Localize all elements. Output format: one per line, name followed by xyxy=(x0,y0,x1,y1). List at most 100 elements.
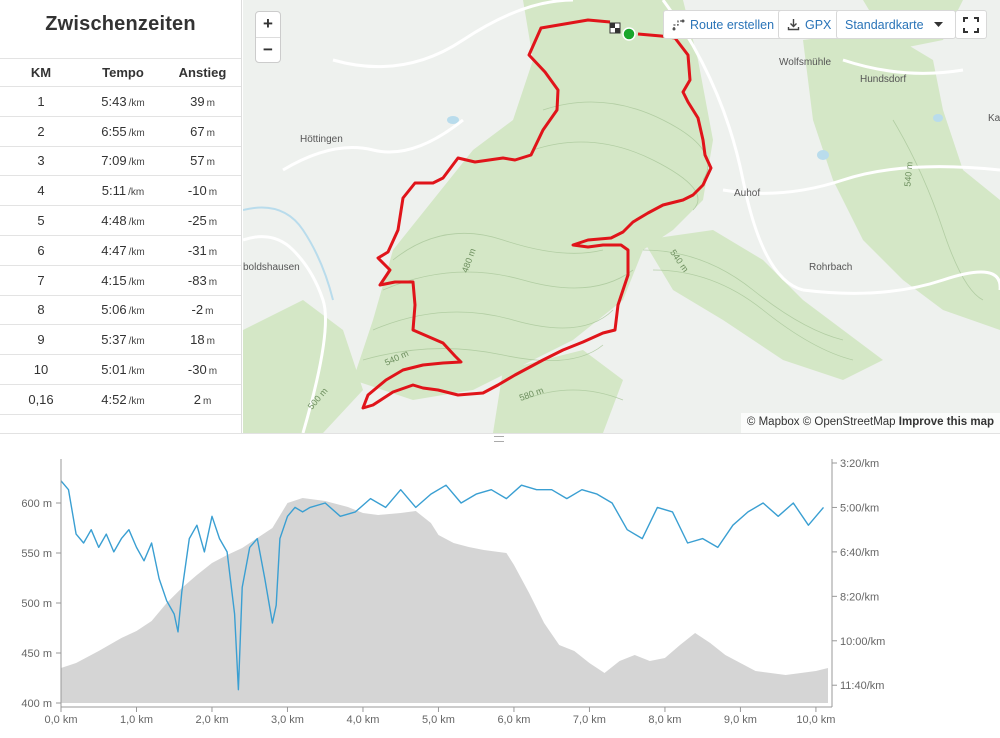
split-climb: -10 m xyxy=(164,175,241,207)
split-km: 4 xyxy=(0,175,82,207)
split-row: 5 4:48/km -25 m xyxy=(0,205,241,236)
split-km: 2 xyxy=(0,116,82,147)
header-tempo: Tempo xyxy=(82,58,164,87)
water-bodies xyxy=(243,114,943,301)
mapbox-link[interactable]: © Mapbox xyxy=(746,416,800,428)
pond xyxy=(933,114,943,122)
route-create-label: Route erstellen xyxy=(690,17,775,32)
contour-lines xyxy=(362,101,984,401)
fullscreen-icon xyxy=(963,16,979,33)
y-right-tick-label: 3:20/km xyxy=(840,458,879,470)
split-pace: 4:15/km xyxy=(82,265,164,296)
split-row: 7 4:15/km -83 m xyxy=(0,265,241,296)
map-canvas[interactable]: 480 m 540 m 540 m 540 m 500 m 580 m xyxy=(243,0,1000,433)
x-tick-label: 0,0 km xyxy=(44,714,77,726)
split-pace: 5:43/km xyxy=(82,86,164,117)
forest-east-ridge xyxy=(643,230,883,380)
place-boldshausen: boldshausen xyxy=(243,262,300,273)
contour xyxy=(522,389,624,401)
improve-map-link[interactable]: Improve this map xyxy=(898,416,994,428)
y-left-tick-label: 500 m xyxy=(21,598,52,610)
pond xyxy=(447,116,459,124)
place-wolfsmuehle: Wolfsmühle xyxy=(779,57,832,68)
splits-table: KM Tempo Anstieg 1 5:43/km 39 m 2 6:55/km 67 m 3… xyxy=(0,58,241,415)
osm-link[interactable]: © OpenStreetMap xyxy=(802,416,896,428)
zoom-in-button[interactable]: + xyxy=(263,14,273,33)
contour xyxy=(382,269,634,291)
map-attribution: © Mapbox © OpenStreetMap Improve this ma… xyxy=(740,413,1000,433)
forest-east xyxy=(803,30,1000,330)
map-type-dropdown[interactable]: Standardkarte xyxy=(836,10,956,39)
y-right-tick-label: 8:20/km xyxy=(840,591,879,603)
road xyxy=(842,58,964,75)
split-pace: 4:52/km xyxy=(82,384,164,415)
place-hundsdorf: Hundsdorf xyxy=(860,74,907,85)
splits-title: Zwischenzeiten xyxy=(45,13,196,35)
split-row: 9 5:37/km 18 m xyxy=(0,324,241,356)
contour xyxy=(652,269,854,361)
finish-flag-icon[interactable] xyxy=(609,22,621,34)
zoom-out-button[interactable]: − xyxy=(256,37,280,62)
contour xyxy=(892,119,984,301)
split-km: 9 xyxy=(0,324,82,356)
split-pace: 4:48/km xyxy=(82,205,164,236)
x-tick-label: 6,0 km xyxy=(497,714,530,726)
header-km: KM xyxy=(0,58,82,87)
x-tick-label: 3,0 km xyxy=(271,714,304,726)
place-ka: Ka xyxy=(988,113,1000,124)
elevation-area xyxy=(61,498,828,703)
gpx-button[interactable]: GPX xyxy=(778,10,841,39)
split-row: 2 6:55/km 67 m xyxy=(0,116,241,147)
contour xyxy=(532,141,699,211)
y-right-tick-label: 5:00/km xyxy=(840,502,879,514)
route-map[interactable]: 480 m 540 m 540 m 540 m 500 m 580 m Wolf… xyxy=(243,0,1000,433)
place-rohrbach: Rohrbach xyxy=(809,262,853,273)
split-row: 1 5:43/km 39 m xyxy=(0,86,241,117)
contour-label-540: 540 m xyxy=(902,161,914,187)
split-row: 10 5:01/km -30 m xyxy=(0,354,241,385)
fullscreen-button[interactable] xyxy=(955,10,987,39)
x-tick-label: 7,0 km xyxy=(573,714,606,726)
resize-handle[interactable] xyxy=(0,433,1000,445)
forest-areas xyxy=(243,0,1000,433)
y-left-tick-label: 400 m xyxy=(21,698,52,710)
map-type-label: Standardkarte xyxy=(845,17,924,32)
split-climb: 39 m xyxy=(164,86,241,117)
y-left-tick-label: 600 m xyxy=(21,498,52,510)
route-line xyxy=(361,18,713,410)
forest-southwest xyxy=(243,300,363,433)
split-climb: 67 m xyxy=(164,116,241,147)
road xyxy=(722,165,1000,195)
split-climb: -30 m xyxy=(164,354,241,385)
split-climb: -25 m xyxy=(164,205,241,236)
x-tick-label: 10,0 km xyxy=(796,714,835,726)
split-pace: 6:55/km xyxy=(82,116,164,147)
x-tick-label: 8,0 km xyxy=(648,714,681,726)
x-tick-label: 5,0 km xyxy=(422,714,455,726)
header-climb: Anstieg xyxy=(164,58,241,87)
split-climb: -31 m xyxy=(164,235,241,266)
pond xyxy=(817,150,829,160)
road xyxy=(243,235,327,433)
split-row: 6 4:47/km -31 m xyxy=(0,235,241,266)
contour xyxy=(642,249,844,341)
split-row: 8 5:06/km -2 m xyxy=(0,295,241,326)
start-marker[interactable] xyxy=(622,27,636,41)
split-pace: 5:37/km xyxy=(82,324,164,356)
road xyxy=(802,270,1000,295)
elevation-pace-chart[interactable]: 400 m 450 m 500 m 550 m 600 m 3:20/km 5:00/km 6… xyxy=(0,445,1000,738)
split-row: 0,16 4:52/km 2 m xyxy=(0,384,241,415)
contour xyxy=(392,232,604,261)
grip-icon xyxy=(494,436,504,442)
contour xyxy=(362,344,604,362)
route-create-button[interactable]: Route erstellen xyxy=(663,10,784,39)
y-left-tick-label: 550 m xyxy=(21,548,52,560)
x-tick-label: 4,0 km xyxy=(346,714,379,726)
download-icon xyxy=(787,19,800,31)
split-km: 6 xyxy=(0,235,82,266)
x-tick-label: 9,0 km xyxy=(724,714,757,726)
route-create-icon xyxy=(672,19,685,31)
forest-main xyxy=(353,0,713,400)
zoom-controls: + − xyxy=(255,11,281,63)
